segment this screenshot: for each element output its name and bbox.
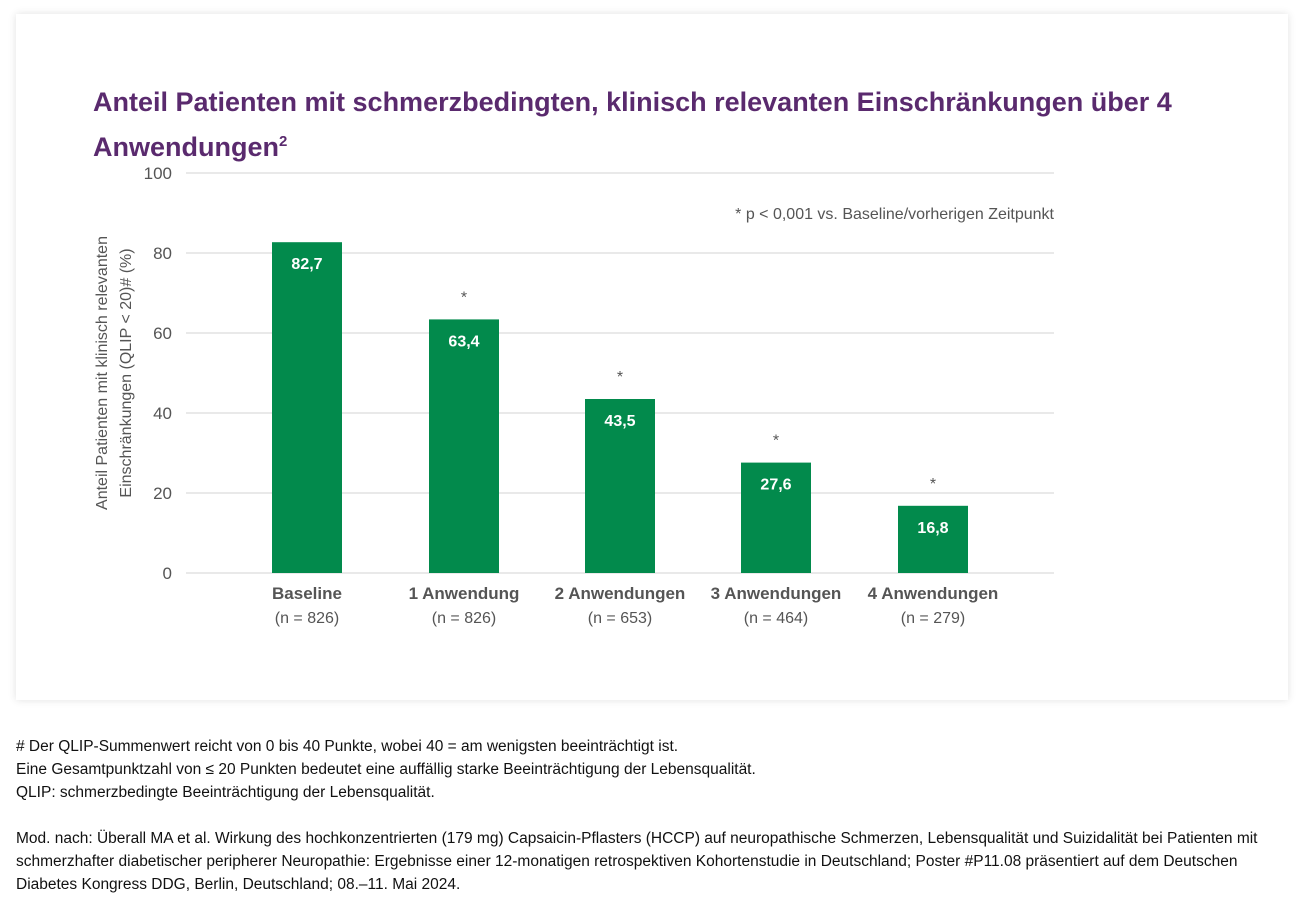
n-label: (n = 653) — [588, 610, 652, 627]
y-tick-label: 20 — [153, 484, 172, 503]
data-label: 43,5 — [604, 413, 635, 430]
y-tick-label: 0 — [163, 564, 172, 583]
n-label: (n = 826) — [275, 610, 339, 627]
significance-annotation: * p < 0,001 vs. Baseline/vorherigen Zeit… — [735, 206, 1054, 223]
n-label: (n = 464) — [744, 610, 808, 627]
y-axis-label: Einschränkungen (QLIP < 20)# (%) — [118, 248, 135, 497]
data-label: 16,8 — [917, 520, 948, 537]
data-label: 27,6 — [760, 477, 791, 494]
reference: Mod. nach: Überall MA et al. Wirkung des… — [16, 830, 1258, 893]
footnote: QLIP: schmerzbedingte Beeinträchtigung d… — [16, 784, 435, 801]
bar — [585, 399, 655, 573]
bar-chart: 0 20 40 60 80 100 Anteil Patienten mit klinisc… — [94, 164, 1055, 627]
significance-marker: * — [773, 433, 779, 450]
x-tick-label: 1 Anwendung — [409, 584, 520, 603]
y-axis-label: Anteil Patienten mit klinisch relevanten — [94, 236, 111, 510]
y-tick-label: 40 — [153, 404, 172, 423]
x-tick-label: Baseline — [272, 584, 342, 603]
bar — [429, 319, 499, 573]
n-label: (n = 826) — [432, 610, 496, 627]
significance-marker: * — [617, 369, 623, 386]
bar — [272, 242, 342, 573]
data-label: 82,7 — [291, 256, 322, 273]
y-tick-label: 60 — [153, 324, 172, 343]
footnotes: # Der QLIP-Summenwert reicht von 0 bis 4… — [16, 735, 1276, 896]
chart-title: Anteil Patienten mit schmerzbedingten, k… — [93, 87, 1172, 162]
y-tick-label: 80 — [153, 244, 172, 263]
chart-card — [16, 14, 1288, 700]
bar — [741, 462, 811, 573]
x-tick-label: 4 Anwendungen — [868, 584, 999, 603]
x-tick-label: 3 Anwendungen — [711, 584, 842, 603]
footnote: Eine Gesamtpunktzahl von ≤ 20 Punkten be… — [16, 761, 756, 778]
significance-marker: * — [461, 289, 467, 306]
x-tick-label: 2 Anwendungen — [555, 584, 686, 603]
y-tick-label: 100 — [144, 164, 172, 183]
significance-marker: * — [930, 476, 936, 493]
bar — [898, 505, 968, 573]
footnote: # Der QLIP-Summenwert reicht von 0 bis 4… — [16, 738, 679, 755]
n-label: (n = 279) — [901, 610, 965, 627]
data-label: 63,4 — [448, 333, 479, 350]
